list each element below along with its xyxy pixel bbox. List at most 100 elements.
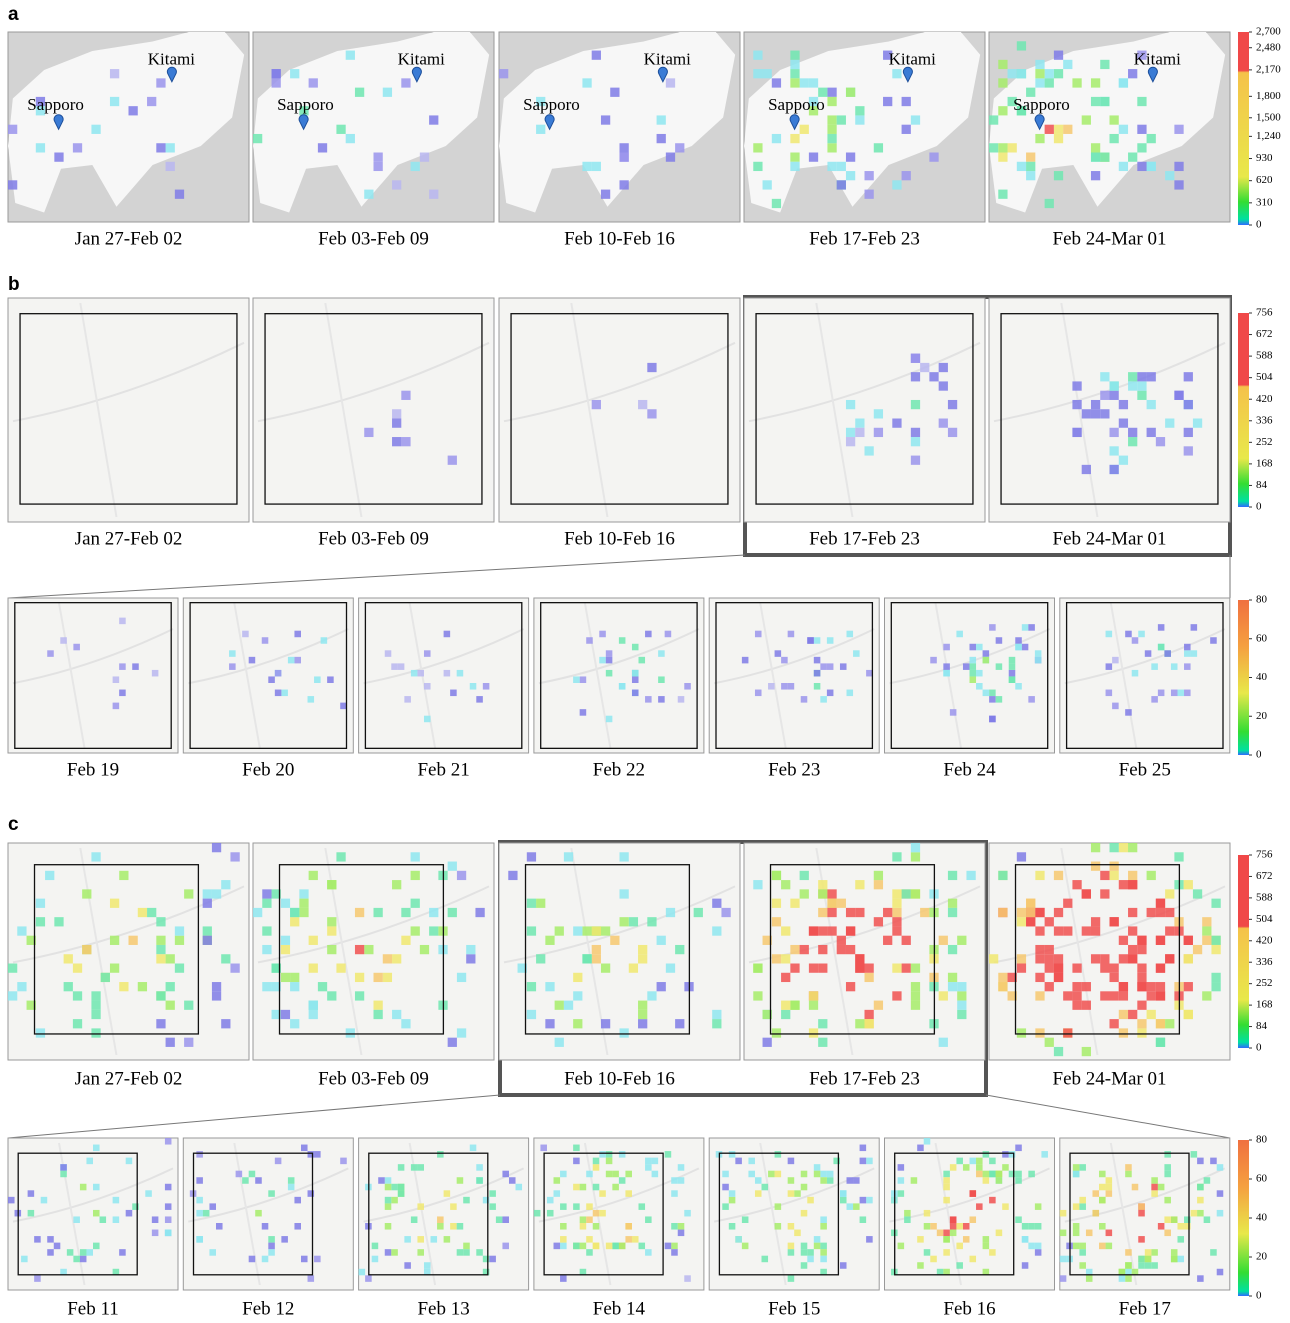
colorbar-tick-label: 0	[1256, 749, 1262, 761]
heat-cell	[647, 991, 656, 1000]
heat-cell	[476, 696, 483, 703]
heat-cell	[827, 663, 834, 670]
map-caption: Feb 22	[593, 759, 645, 780]
heat-cell	[619, 1151, 626, 1158]
heat-cell	[606, 1158, 613, 1165]
heat-cell	[411, 926, 420, 935]
heat-cell	[735, 1236, 742, 1243]
heat-cell	[632, 690, 639, 697]
colorbar-tick-label: 0	[1256, 219, 1262, 231]
heat-cell	[1015, 1145, 1022, 1152]
heat-cell	[827, 143, 836, 152]
heat-cell	[970, 657, 977, 664]
heat-cell	[1026, 908, 1035, 917]
heat-cell	[132, 663, 139, 670]
colorbar-tick-label: 0	[1256, 501, 1262, 513]
heat-cell	[80, 1249, 87, 1256]
colorbar-tick-label: 504	[1256, 913, 1273, 925]
heat-cell	[1054, 871, 1063, 880]
heat-cell	[196, 1177, 203, 1184]
heat-cell	[147, 97, 156, 106]
heat-cell	[801, 1262, 808, 1269]
heat-cell	[755, 631, 762, 638]
heat-cell	[892, 852, 901, 861]
heat-cell	[554, 1190, 561, 1197]
heat-cell	[1035, 926, 1044, 935]
heat-cell	[638, 1001, 647, 1010]
heat-cell	[632, 644, 639, 651]
heat-cell	[444, 670, 451, 677]
heat-cell	[1119, 1028, 1128, 1037]
heat-cell	[855, 954, 864, 963]
heat-cell	[327, 917, 336, 926]
heat-cell	[996, 696, 1003, 703]
heat-cell	[268, 1249, 275, 1256]
heat-cell	[437, 1151, 444, 1158]
heat-cell	[847, 1177, 854, 1184]
heat-cell	[91, 1028, 100, 1037]
heat-cell	[1100, 991, 1109, 1000]
heat-cell	[814, 1171, 821, 1178]
map-frame	[534, 598, 704, 753]
heat-cell	[647, 409, 656, 418]
heat-cell	[1145, 650, 1152, 657]
heat-cell	[253, 134, 262, 143]
heat-cell	[448, 908, 457, 917]
map	[183, 598, 353, 753]
heat-cell	[392, 409, 401, 418]
heat-cell	[444, 1236, 451, 1243]
heat-cell	[1156, 908, 1165, 917]
heat-cell	[1197, 1158, 1204, 1165]
heat-cell	[1193, 889, 1202, 898]
heat-cell	[36, 1028, 45, 1037]
heat-cell	[892, 889, 901, 898]
heat-cell	[801, 1171, 808, 1178]
heat-cell	[1137, 1019, 1146, 1028]
colorbar-tick-label: 672	[1256, 328, 1273, 340]
place-name: Sapporo	[27, 95, 84, 114]
heat-cell	[619, 637, 626, 644]
heat-cell	[156, 78, 165, 87]
heat-cell	[1106, 1230, 1113, 1237]
heat-cell	[91, 1001, 100, 1010]
heat-cell	[917, 1236, 924, 1243]
heat-cell	[281, 973, 290, 982]
heat-cell	[401, 391, 410, 400]
heat-cell	[989, 1249, 996, 1256]
heat-cell	[374, 1010, 383, 1019]
heat-cell	[645, 631, 652, 638]
heat-cell	[404, 1262, 411, 1269]
heat-cell	[1091, 954, 1100, 963]
heat-cell	[420, 945, 429, 954]
heat-cell	[820, 1256, 827, 1263]
heat-cell	[827, 1171, 834, 1178]
heat-cell	[383, 973, 392, 982]
heat-cell	[1035, 991, 1044, 1000]
heat-cell	[457, 871, 466, 880]
map	[989, 32, 1230, 222]
heat-cell	[1035, 1249, 1042, 1256]
map-caption: Feb 14	[593, 1298, 646, 1319]
heat-cell	[1060, 1230, 1067, 1237]
heat-cell	[1164, 650, 1171, 657]
heat-cell	[592, 162, 601, 171]
heat-cell	[998, 143, 1007, 152]
heat-cell	[110, 97, 119, 106]
heat-cell	[1119, 162, 1128, 171]
heat-cell	[1106, 1177, 1113, 1184]
heat-cell	[262, 1256, 269, 1263]
heat-cell	[983, 690, 990, 697]
heat-cell	[184, 1038, 193, 1047]
heat-cell	[573, 991, 582, 1000]
heat-cell	[1026, 171, 1035, 180]
heat-cell	[212, 843, 221, 852]
heat-cell	[93, 1243, 100, 1250]
map	[709, 598, 879, 753]
heat-cell	[898, 1243, 905, 1250]
heat-cell	[950, 1223, 957, 1230]
colorbar-tick-label: 504	[1256, 371, 1273, 383]
heat-cell	[1119, 1275, 1126, 1282]
heat-cell	[904, 1210, 911, 1217]
heat-cell	[165, 1184, 172, 1191]
heat-cell	[1151, 1184, 1158, 1191]
